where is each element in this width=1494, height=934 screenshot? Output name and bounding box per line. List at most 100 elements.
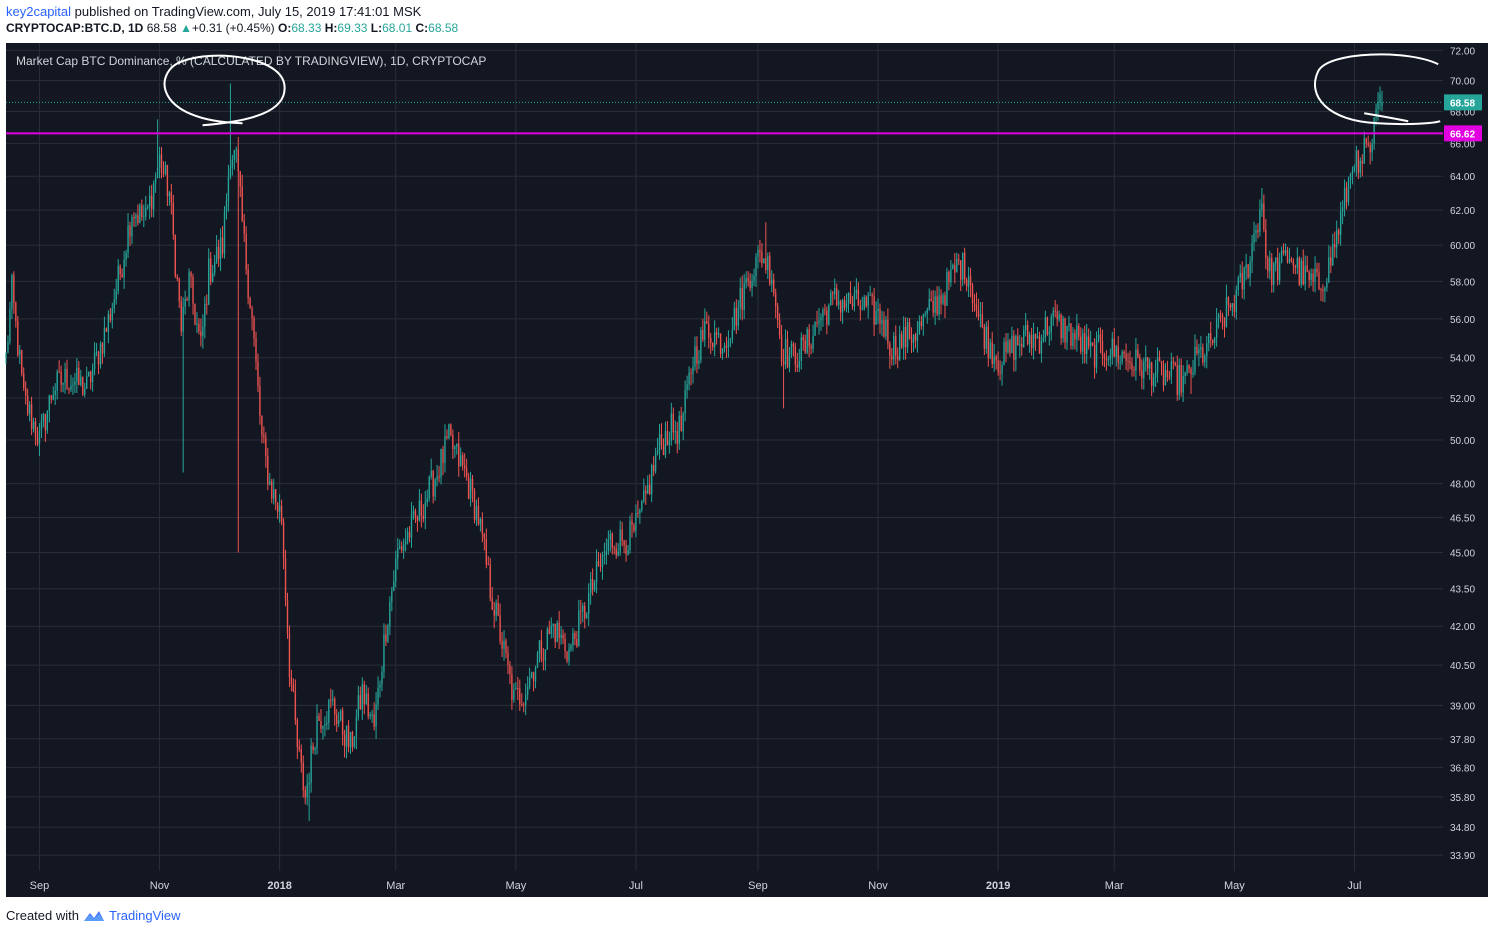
author-link[interactable]: key2capital xyxy=(6,4,72,19)
candle-body xyxy=(194,303,196,325)
candle-body xyxy=(430,470,432,477)
price-tick-label: 40.50 xyxy=(1450,661,1475,672)
price-tick-label: 34.80 xyxy=(1450,823,1475,834)
candle-body xyxy=(237,149,239,172)
candle-body xyxy=(463,465,466,469)
candle-body xyxy=(501,641,503,649)
candle-body xyxy=(513,689,515,701)
candle-body xyxy=(1032,333,1035,349)
candle-body xyxy=(517,687,519,689)
price-tick-label: 60.00 xyxy=(1450,241,1475,252)
candle-body xyxy=(123,259,125,278)
resistance-price-tag xyxy=(1444,125,1482,142)
candle-body xyxy=(698,360,700,364)
candle-body xyxy=(650,465,653,495)
candle-body xyxy=(113,299,115,309)
candle-body xyxy=(668,440,671,446)
candle-body xyxy=(458,443,460,467)
tradingview-link[interactable]: TradingView xyxy=(108,908,181,923)
candle-body xyxy=(82,376,84,395)
candle-body xyxy=(212,272,214,282)
candle-body xyxy=(450,424,452,435)
candle-body xyxy=(1324,287,1326,292)
candle-body xyxy=(790,343,793,356)
candle-body xyxy=(215,247,218,263)
candle-body xyxy=(771,279,773,285)
candle-body xyxy=(46,411,49,431)
candle-body xyxy=(239,171,241,187)
candle-body xyxy=(485,538,488,565)
candle-body xyxy=(1078,325,1080,337)
candle-body xyxy=(170,192,173,203)
candle-body xyxy=(765,258,767,271)
candle-body xyxy=(637,512,639,514)
candle-body xyxy=(904,326,907,348)
candle-body xyxy=(1082,333,1084,352)
last-price-tag xyxy=(1444,94,1482,111)
candle-body xyxy=(1145,357,1147,362)
candle-body xyxy=(1337,230,1340,235)
candle-body xyxy=(763,258,765,264)
candle-body xyxy=(1215,318,1218,338)
candle-body xyxy=(601,555,604,567)
candle-body xyxy=(1001,364,1003,374)
candle-body xyxy=(479,519,482,525)
candle-body xyxy=(1084,333,1086,355)
candle-body xyxy=(973,303,976,305)
candle-body xyxy=(276,502,279,512)
candle-body xyxy=(1251,242,1253,262)
candle-body xyxy=(135,215,137,219)
candle-body xyxy=(1048,332,1050,335)
candle-body xyxy=(68,388,70,390)
candle-body xyxy=(1141,370,1143,379)
candle-body xyxy=(1003,341,1005,365)
candle-body xyxy=(645,490,647,494)
candle-body xyxy=(523,704,525,706)
candle-body xyxy=(1072,333,1074,346)
candle-body xyxy=(965,279,968,287)
candle-body xyxy=(1361,160,1363,164)
candle-body xyxy=(511,674,513,701)
candle-body xyxy=(1026,325,1029,345)
candle-body xyxy=(1028,334,1031,345)
candle-body xyxy=(639,510,641,514)
candle-body xyxy=(152,183,155,209)
candle-body xyxy=(586,613,588,619)
time-axis-labels[interactable]: Sep Nov 2018 Mar May Jul Sep Nov 2019 Mar May Jul xyxy=(30,880,1362,892)
price-tick-label: 46.50 xyxy=(1450,513,1475,524)
candle-body xyxy=(162,173,165,175)
candle-body xyxy=(166,165,169,196)
candle-body xyxy=(562,634,564,639)
candle-body xyxy=(647,484,649,494)
candle-body xyxy=(910,339,913,343)
candle-body xyxy=(129,225,131,237)
candle-body xyxy=(576,639,578,647)
candle-body xyxy=(692,366,694,374)
price-axis-labels[interactable]: 72.00 70.00 68.00 66.00 64.00 62.00 60.00 58.00… xyxy=(1450,46,1475,862)
candle-body xyxy=(497,602,499,616)
candle-body xyxy=(952,264,954,270)
price-tick-label: 70.00 xyxy=(1450,76,1475,87)
candle-body xyxy=(1062,318,1064,339)
candle-body xyxy=(393,581,395,591)
candle-body xyxy=(1300,260,1302,285)
candle-body xyxy=(804,340,806,353)
candle-body xyxy=(1117,346,1119,363)
candle-body xyxy=(292,684,295,692)
candle-body xyxy=(1263,203,1265,230)
candle-body xyxy=(999,372,1001,374)
candle-body xyxy=(86,375,88,389)
candle-body xyxy=(247,269,249,298)
candle-body xyxy=(778,320,781,336)
candle-body xyxy=(1316,268,1318,273)
candle-body xyxy=(1091,342,1094,346)
candle-body xyxy=(1147,357,1149,369)
candle-body xyxy=(460,455,462,467)
candle-body xyxy=(381,671,383,685)
candle-body xyxy=(1052,310,1054,317)
candle-body xyxy=(310,745,312,783)
candle-body xyxy=(442,448,444,463)
candle-body xyxy=(948,272,950,283)
candle-body xyxy=(477,506,480,525)
